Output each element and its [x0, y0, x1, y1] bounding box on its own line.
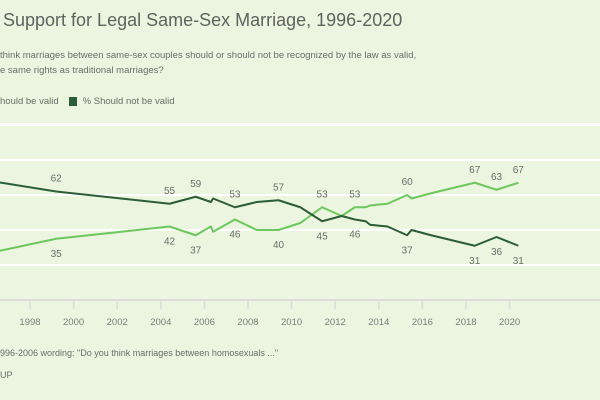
legend-swatch-not-valid — [68, 97, 77, 106]
x-tick-label: 2006 — [194, 317, 215, 328]
data-label: 42 — [164, 237, 176, 248]
x-tick-label: 2000 — [63, 317, 84, 328]
divider — [0, 123, 600, 126]
x-tick-label: 2020 — [499, 317, 520, 328]
data-label: 46 — [349, 230, 361, 241]
data-label: 67 — [469, 165, 481, 176]
subtitle-line-2: e same rights as traditional marriages? — [0, 65, 164, 76]
x-tick-label: 2018 — [455, 317, 476, 328]
data-label: 53 — [229, 189, 241, 200]
legend: hould be valid % Should not be valid — [0, 96, 175, 107]
x-tick-label: 2004 — [150, 317, 171, 328]
data-label: 46 — [229, 230, 241, 241]
x-tick-label: 1998 — [19, 317, 40, 328]
x-tick-label: 2002 — [107, 317, 128, 328]
data-label: 62 — [51, 174, 63, 185]
series-line-not-valid — [0, 181, 519, 247]
data-label: 31 — [513, 256, 525, 267]
data-label: 67 — [513, 165, 525, 176]
data-label: 53 — [317, 189, 329, 200]
data-label: 31 — [469, 256, 481, 267]
data-label: 60 — [402, 177, 414, 188]
x-tick-label: 2012 — [325, 317, 346, 328]
data-label: 59 — [190, 179, 202, 190]
data-label: 37 — [402, 245, 414, 256]
legend-label-valid: hould be valid — [0, 96, 59, 107]
data-label: 55 — [164, 186, 176, 197]
data-label: 35 — [51, 249, 63, 260]
x-tick-label: 2016 — [412, 317, 433, 328]
legend-label-not-valid: % Should not be valid — [82, 96, 175, 107]
data-label: 63 — [491, 172, 503, 183]
x-tick-label: 2008 — [237, 317, 258, 328]
data-label: 37 — [190, 245, 202, 256]
data-label: 40 — [273, 240, 285, 251]
chart-title: Support for Legal Same-Sex Marriage, 199… — [3, 10, 403, 30]
data-label: 57 — [273, 182, 285, 193]
x-tick-label: 2014 — [368, 317, 389, 328]
footnote: 996-2006 wording: "Do you think marriage… — [0, 348, 279, 358]
x-tick-label: 2010 — [281, 317, 302, 328]
data-label: 45 — [317, 231, 329, 242]
data-label: 53 — [349, 189, 361, 200]
data-label: 36 — [491, 247, 503, 258]
source: UP — [0, 370, 13, 380]
subtitle-line-1: think marriages between same-sex couples… — [0, 50, 417, 61]
